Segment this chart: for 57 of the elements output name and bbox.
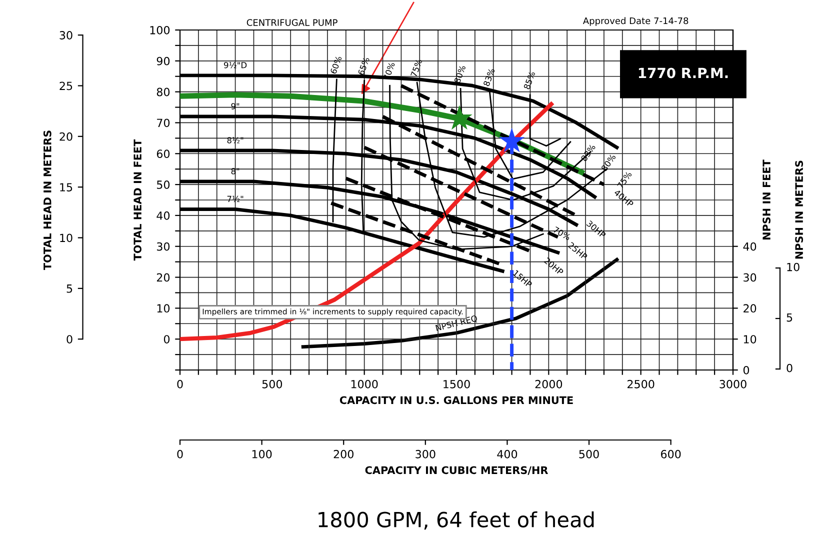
y3-tick-label: 0 [743,366,750,374]
y2-tick-label: 15 [60,183,72,192]
y2-tick-label: 25 [60,82,72,90]
text: NPSH IN METERS [795,160,804,259]
x2-tick-label: 500 [579,450,599,458]
x-tick-label: 1000 [351,380,378,388]
x2-tick-label: 200 [334,450,354,458]
y-tick-label: 0 [164,335,170,344]
x2-tick-label: 300 [416,450,436,458]
y3-tick-label: 30 [744,273,756,282]
y-tick-label: 90 [156,56,170,66]
annotation: 60% [330,56,342,74]
y2-tick-label: 20 [60,132,72,141]
annotation: 83% [483,68,495,87]
chart-title: CENTRIFUGAL PUMP [246,19,338,26]
y3-tick-label: 10 [744,335,756,344]
y-tick-label: 40 [156,211,170,220]
y-axis-title: TOTAL HEAD IN FEET [134,139,142,261]
x-tick-label: 2500 [628,380,654,388]
text: Approved Date 7-14-78 [582,17,688,26]
y-tick-label: 10 [157,304,170,313]
y-tick-label: 20 [156,273,170,282]
y-tick-label: 60 [156,150,170,158]
annotation: 75% [410,58,422,78]
x-tick-label: 2000 [535,380,562,388]
x2-tick-label: 0 [177,450,183,458]
x-tick-label: 3000 [720,380,746,388]
x-tick-label: 1500 [444,380,470,388]
x2-axis-title: CAPACITY IN CUBIC METERS/HR [365,466,548,475]
y-tick-label: 100 [150,26,170,34]
y-tick-label: 30 [156,242,170,251]
x2-tick-label: 100 [252,450,272,458]
y-tick-label: 70 [157,118,170,128]
x2-tick-label: 400 [497,450,518,458]
y2-axis-title: TOTAL HEAD IN METERS [43,130,52,270]
y2-tick-label: 30 [60,31,72,40]
text: 10 [787,262,800,272]
annotation: 80% [454,64,466,84]
annotation: 1770 R.P.M. [638,68,728,78]
text: 1800 GPM, 64 feet of head [318,511,594,530]
x-axis-title: CAPACITY IN U.S. GALLONS PER MINUTE [340,396,573,404]
annotation: 85% [523,71,536,90]
text: 5 [786,313,792,322]
y3-tick-label: 20 [744,304,756,313]
x-tick-label: 0 [177,380,183,388]
y3-axis-title: NPSH IN FEET [762,160,770,240]
annotation: 65% [358,56,370,76]
y-tick-label: 80 [156,88,170,96]
y3-tick-label: 40 [743,242,756,251]
x2-tick-label: 600 [661,450,681,458]
text: 0 [786,364,792,372]
y2-tick-label: 0 [66,335,72,344]
y-tick-label: 50 [156,180,170,189]
y2-tick-label: 5 [66,284,72,293]
x-tick-label: 500 [262,380,282,388]
annotation: 70% [552,226,572,240]
y2-tick-label: 10 [60,234,72,242]
